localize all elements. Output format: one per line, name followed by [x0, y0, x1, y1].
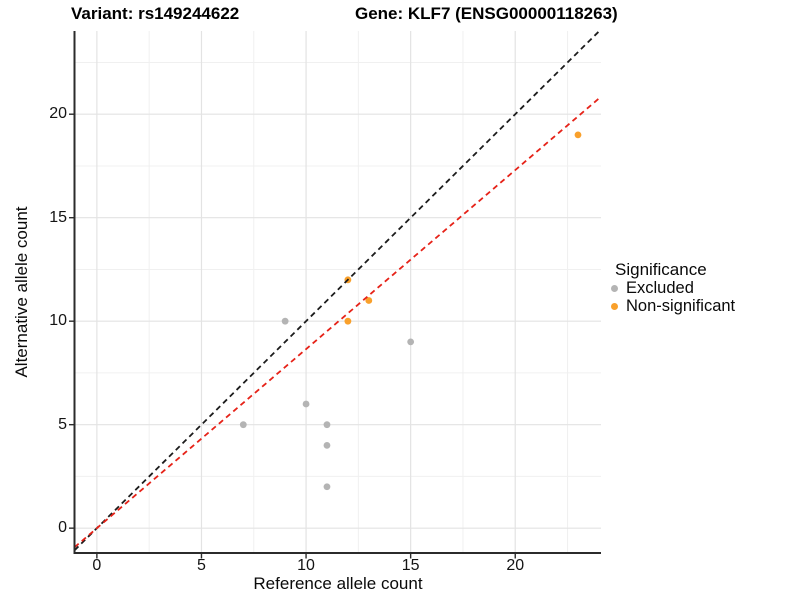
legend-title: Significance	[615, 260, 707, 279]
y-tick-label: 0	[58, 519, 67, 537]
legend-item-excluded: Excluded	[611, 279, 735, 298]
x-tick-label: 10	[297, 557, 315, 574]
gene-title: Gene: KLF7 (ENSG00000118263)	[355, 4, 618, 23]
excluded-dot-icon	[611, 285, 618, 293]
data-point-excluded	[239, 421, 247, 429]
non-significant-dot-icon	[611, 302, 618, 310]
x-tick-label: 15	[401, 557, 420, 574]
y-tick-label: 10	[49, 312, 67, 330]
data-point-non-significant	[574, 131, 582, 139]
y-axis-title: Alternative allele count	[12, 206, 31, 378]
data-point-non-significant	[344, 317, 352, 325]
fit-line	[73, 96, 602, 549]
data-point-excluded	[407, 338, 415, 346]
data-point-non-significant	[365, 297, 373, 304]
x-tick-label: 0	[92, 557, 102, 574]
y-tick-label: 20	[49, 105, 67, 123]
legend-label-non-significant: Non-significant	[626, 296, 736, 315]
data-point-excluded	[323, 421, 331, 429]
data-point-excluded	[281, 317, 289, 325]
legend-item-non-significant: Non-significant	[611, 296, 736, 316]
y-tick-label: 5	[58, 415, 67, 433]
data-point-excluded	[302, 400, 310, 408]
legend: Significance Excluded Non-significant	[611, 260, 735, 315]
data-point-excluded	[323, 483, 331, 491]
y-tick-label: 15	[49, 208, 67, 226]
x-tick-label: 5	[197, 557, 206, 574]
x-axis-title: Reference allele count	[253, 574, 423, 593]
variant-title: Variant: rs149244622	[71, 4, 240, 23]
legend-label-excluded: Excluded	[626, 279, 694, 298]
x-tick-label: 20	[506, 557, 525, 574]
identity-line	[73, 30, 600, 551]
data-point-excluded	[323, 441, 331, 449]
